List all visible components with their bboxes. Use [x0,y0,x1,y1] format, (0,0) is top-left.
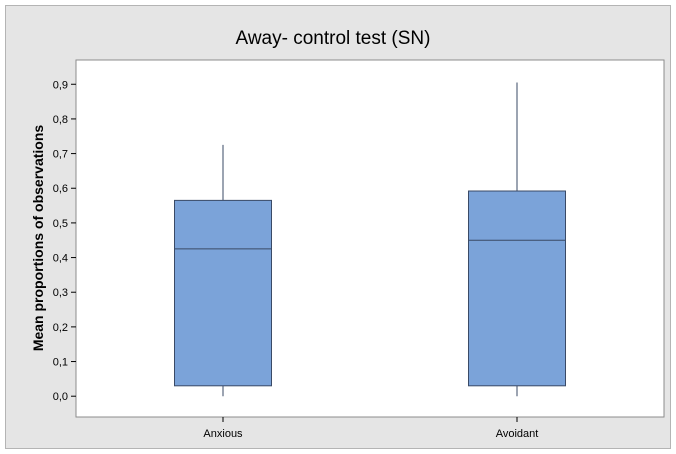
y-tick-label: 0,5 [53,218,68,230]
y-tick-label: 0,2 [53,322,68,334]
iqr-box [468,190,566,387]
y-axis: 0,0 0,1 0,2 0,3 0,4 0,5 0,6 0,7 0,8 0,9 [53,79,76,403]
iqr-box [174,199,272,387]
y-tick-label: 0,3 [53,287,68,299]
box-anxious [174,144,272,397]
y-tick-label: 0,7 [53,149,68,161]
plot-area [75,59,665,418]
y-axis-label: Mean proportions of observations [30,125,46,352]
x-tick-label: Anxious [203,428,243,440]
y-tick-label: 0,9 [53,79,68,91]
x-axis: Anxious Avoidant [203,417,538,440]
chart-title: Away- control test (SN) [236,28,431,49]
chart-frame: Away- control test (SN) Mean proportions… [5,5,671,449]
x-tick-label: Avoidant [496,428,539,440]
y-tick-label: 0,1 [53,357,68,369]
y-tick-label: 0,8 [53,114,68,126]
y-tick-label: 0,6 [53,183,68,195]
y-tick-label: 0,4 [53,253,68,265]
box-avoidant [468,82,566,397]
boxplot-chart: Away- control test (SN) Mean proportions… [30,28,665,440]
box-series [174,82,566,397]
y-tick-label: 0,0 [53,391,68,403]
